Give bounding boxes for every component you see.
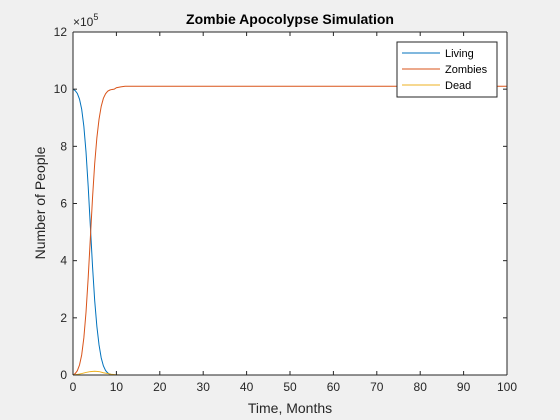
legend-label-living: Living <box>445 48 474 60</box>
x-tick-label: 40 <box>240 380 254 394</box>
x-tick-label: 80 <box>414 380 428 394</box>
x-tick-label: 70 <box>370 380 384 394</box>
y-tick-label: 2 <box>60 311 67 325</box>
legend[interactable]: Living Zombies Dead <box>396 41 498 98</box>
x-tick-label: 0 <box>70 380 77 394</box>
x-tick-label: 50 <box>283 380 297 394</box>
y-tick-label: 0 <box>60 368 67 382</box>
y-ticks: 0 2 4 6 8 10 12 <box>54 25 507 382</box>
x-ticks: 0 10 20 30 40 50 60 70 80 90 100 <box>70 32 517 394</box>
x-tick-label: 60 <box>327 380 341 394</box>
y-tick-label: 12 <box>54 25 68 39</box>
y-tick-label: 10 <box>54 82 68 96</box>
x-tick-label: 30 <box>197 380 211 394</box>
x-axis-label: Time, Months <box>248 400 332 416</box>
x-tick-label: 20 <box>153 380 167 394</box>
y-exponent-label: ×105 <box>73 12 98 29</box>
chart-title: Zombie Apocolypse Simulation <box>186 11 394 27</box>
x-tick-label: 100 <box>497 380 517 394</box>
legend-label-dead: Dead <box>445 80 471 92</box>
x-tick-label: 90 <box>457 380 471 394</box>
series-line-zombies <box>72 85 507 376</box>
y-axis-label: Number of People <box>32 146 48 259</box>
x-tick-label: 10 <box>110 380 124 394</box>
y-tick-label: 4 <box>60 254 67 268</box>
y-tick-label: 6 <box>60 197 67 211</box>
legend-label-zombies: Zombies <box>445 64 488 76</box>
y-tick-label: 8 <box>60 139 67 153</box>
